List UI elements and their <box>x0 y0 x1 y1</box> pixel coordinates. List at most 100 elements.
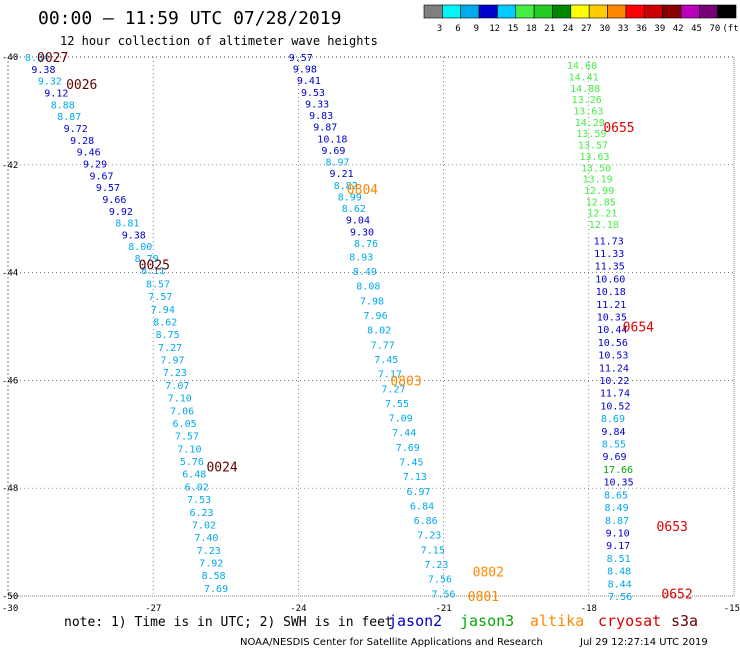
color-scale-label: 15 <box>508 24 519 34</box>
y-tick-label: -44 <box>2 269 18 279</box>
legend-entry-altika: altika <box>530 612 584 630</box>
pass-time-label: 0655 <box>603 121 634 136</box>
wave-height-value: 13.19 <box>583 175 613 186</box>
wave-height-value: 10.53 <box>598 351 628 362</box>
wave-height-value: 10.52 <box>600 401 630 412</box>
wave-height-value: 7.53 <box>187 495 211 506</box>
color-scale-label: 70 <box>709 24 720 34</box>
wave-height-value: 13.63 <box>579 152 609 163</box>
color-swatch <box>442 4 462 19</box>
wave-height-value: 7.17 <box>378 370 402 381</box>
wave-height-value: 6.48 <box>182 470 206 481</box>
wave-height-value: 7.98 <box>360 296 384 307</box>
wave-height-value: 9.83 <box>309 111 333 122</box>
color-swatch <box>533 4 553 19</box>
wave-height-value: 8.48 <box>607 567 631 578</box>
wave-height-value: 7.07 <box>165 381 189 392</box>
wave-height-value: 11.73 <box>594 236 624 247</box>
x-tick-label: -15 <box>724 604 740 614</box>
timestamp-text: Jul 29 12:27:14 UTC 2019 <box>579 637 708 648</box>
y-tick-label: -40 <box>2 53 18 63</box>
wave-height-value: 8.79 <box>135 254 159 265</box>
color-swatch <box>478 4 498 19</box>
color-swatch <box>680 4 700 19</box>
pass-time-label: 0653 <box>657 520 688 535</box>
wave-height-value: 9.28 <box>70 136 94 147</box>
wave-height-value: 8.84 <box>25 53 49 64</box>
wave-height-value: 9.17 <box>606 541 630 552</box>
wave-height-value: 7.27 <box>158 343 182 354</box>
color-scale-label: 9 <box>474 24 479 34</box>
y-tick-label: -42 <box>2 161 18 171</box>
color-swatch <box>643 4 663 19</box>
wave-height-value: 7.45 <box>399 457 423 468</box>
wave-height-value: 9.72 <box>64 124 88 135</box>
pass-time-label: 0026 <box>66 78 97 93</box>
color-scale-label: 33 <box>618 24 629 34</box>
color-scale-label: 6 <box>455 24 460 34</box>
wave-height-value: 8.49 <box>353 267 377 278</box>
wave-height-value: 14.29 <box>575 118 605 129</box>
wave-height-value: 7.57 <box>175 432 199 443</box>
wave-height-value: 9.21 <box>330 169 354 180</box>
wave-height-value: 9.53 <box>301 88 325 99</box>
wave-height-value: 11.21 <box>596 300 626 311</box>
y-tick-label: -50 <box>2 592 18 602</box>
wave-height-value: 8.82 <box>334 181 358 192</box>
page-subtitle: 12 hour collection of altimeter wave hei… <box>60 34 378 48</box>
wave-height-value: 7.94 <box>151 305 175 316</box>
wave-height-value: 7.10 <box>177 444 201 455</box>
wave-height-value: 9.84 <box>601 427 625 438</box>
wave-height-value: 6.05 <box>173 419 197 430</box>
wave-height-value: 9.29 <box>83 159 107 170</box>
wave-height-value: 8.49 <box>605 503 629 514</box>
wave-height-value: 10.18 <box>596 287 626 298</box>
wave-height-value: 7.40 <box>194 533 218 544</box>
wave-height-value: 9.57 <box>96 183 120 194</box>
wave-height-value: 12.18 <box>589 220 619 231</box>
color-swatch <box>515 4 535 19</box>
wave-height-value: 9.32 <box>38 77 62 88</box>
color-swatch <box>460 4 480 19</box>
wave-height-value: 8.93 <box>349 252 373 263</box>
wave-height-value: 9.66 <box>102 195 126 206</box>
wave-height-value: 7.23 <box>424 560 448 571</box>
wave-height-value: 8.75 <box>156 330 180 341</box>
pass-time-label: 0802 <box>473 566 504 581</box>
wave-height-value: 10.22 <box>599 376 629 387</box>
color-scale-label: 30 <box>599 24 610 34</box>
wave-height-values: 8.849.389.329.128.888.879.729.289.469.29… <box>25 53 634 603</box>
color-swatch <box>698 4 718 19</box>
pass-time-label: 0024 <box>206 461 237 476</box>
color-swatch <box>588 4 608 19</box>
color-scale-label: 24 <box>563 24 574 34</box>
wave-height-value: 7.57 <box>148 292 172 303</box>
legend-entry-jason3: jason3 <box>460 612 514 630</box>
pass-time-label: 0801 <box>468 590 499 605</box>
wave-height-value: 9.04 <box>346 216 370 227</box>
color-swatch <box>552 4 572 19</box>
wave-height-value: 9.98 <box>293 65 317 76</box>
wave-height-value: 10.44 <box>597 325 627 336</box>
x-tick-label: -30 <box>2 604 18 614</box>
wave-height-value: 10.35 <box>603 478 633 489</box>
color-swatch <box>625 4 645 19</box>
pass-time-label: 0803 <box>390 374 421 389</box>
wave-height-value: 13.26 <box>572 95 602 106</box>
wave-height-value: 7.56 <box>428 575 452 586</box>
wave-height-value: 8.62 <box>342 204 366 215</box>
plot-axes: -30 -27 -24 -21 -18 -15 -40 -42 -44 -46 -48 -50 <box>2 53 740 614</box>
wave-height-value: 6.97 <box>406 487 430 498</box>
wave-height-value: 8.99 <box>338 192 362 203</box>
color-scale-label: 12 <box>489 24 500 34</box>
color-scale-label: 39 <box>654 24 665 34</box>
wave-height-value: 8.65 <box>604 490 628 501</box>
color-scale-label: (ft) <box>722 24 740 34</box>
wave-height-value: 9.46 <box>77 148 101 159</box>
color-scale-label: 18 <box>526 24 537 34</box>
wave-height-value: 6.84 <box>410 501 434 512</box>
credit-text: NOAA/NESDIS Center for Satellite Applica… <box>240 637 543 648</box>
color-scale-label: 27 <box>581 24 592 34</box>
wave-height-value: 7.69 <box>204 584 228 595</box>
